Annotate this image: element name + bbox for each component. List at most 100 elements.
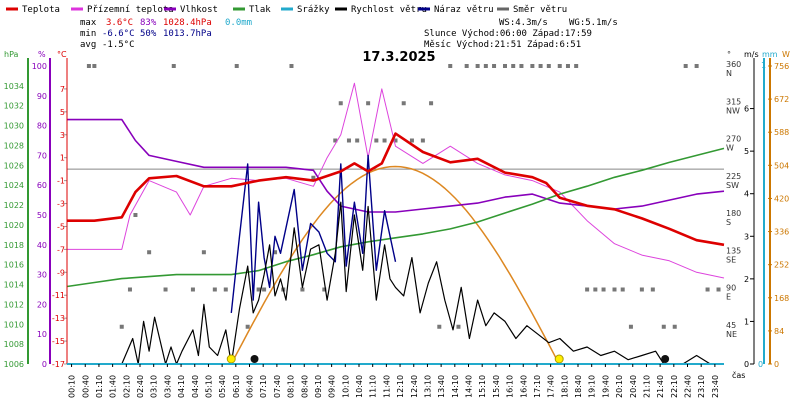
humidity-tick-label: 60 bbox=[37, 181, 47, 190]
rain-tick-label: 0 bbox=[758, 360, 763, 369]
x-tick-label: 09:10 bbox=[314, 375, 323, 398]
temp-tick-label: 7 bbox=[60, 85, 65, 94]
direction-tick-label: 360 bbox=[726, 60, 741, 69]
pressure-tick-label: 1028 bbox=[4, 141, 24, 150]
temp-tick-label: -13 bbox=[52, 314, 65, 323]
x-tick-label: 01:10 bbox=[95, 375, 104, 398]
chart-title: 17.3.2025 bbox=[362, 50, 435, 65]
pressure-tick-label: 1016 bbox=[4, 261, 24, 270]
legend-label: Srážky bbox=[297, 5, 330, 15]
wind-direction-point bbox=[672, 324, 677, 329]
pressure-line bbox=[66, 147, 725, 288]
x-tick-label: 08:40 bbox=[300, 375, 309, 398]
x-tick-label: 17:10 bbox=[533, 375, 542, 398]
wind-tick-label: 1 bbox=[744, 317, 749, 326]
wind-direction-point bbox=[382, 138, 387, 143]
x-tick-label: 10:10 bbox=[341, 375, 350, 398]
pressure-tick-label: 1022 bbox=[4, 201, 24, 210]
wind-direction-point bbox=[456, 324, 461, 329]
x-tick-label: 22:40 bbox=[684, 375, 693, 398]
wind-direction-point bbox=[475, 64, 480, 68]
x-tick-label: 03:10 bbox=[150, 375, 159, 398]
x-tick-label: 18:10 bbox=[560, 375, 569, 398]
wind-direction-point bbox=[620, 287, 625, 292]
temp-tick-label: -1 bbox=[57, 177, 65, 186]
x-tick-label: 22:10 bbox=[670, 375, 679, 398]
rain-tick-label: 1 bbox=[761, 61, 766, 70]
wind-direction-point bbox=[300, 287, 305, 292]
direction-tick-label: 45 bbox=[726, 321, 736, 330]
humidity-tick-label: 100 bbox=[32, 62, 47, 71]
wind-direction-point bbox=[694, 64, 699, 68]
x-tick-label: 16:10 bbox=[506, 375, 515, 398]
wind-direction-point bbox=[338, 101, 343, 106]
unit-solar: W bbox=[782, 50, 790, 59]
wind-direction-point bbox=[190, 287, 195, 292]
x-tick-label: 06:40 bbox=[246, 375, 255, 398]
x-tick-label: 19:40 bbox=[601, 375, 610, 398]
legend-label: Náraz větru bbox=[434, 5, 494, 15]
wind-direction-point bbox=[273, 250, 278, 255]
humidity-tick-label: 0 bbox=[42, 360, 47, 369]
stat-max-press: 1028.4hPa bbox=[163, 18, 212, 28]
solar-tick-label: 168 bbox=[774, 294, 789, 303]
stat-avg-temp: -1.5°C bbox=[102, 40, 135, 50]
wind-tick-label: 2 bbox=[744, 275, 749, 284]
x-tick-label: 23:40 bbox=[711, 375, 720, 398]
wind-direction-point bbox=[650, 287, 655, 292]
wind-direction-point bbox=[311, 175, 316, 180]
direction-compass-label: N bbox=[726, 69, 732, 78]
x-tick-label: 07:10 bbox=[259, 375, 268, 398]
x-tick-label: 21:10 bbox=[642, 375, 651, 398]
x-tick-label: 12:10 bbox=[396, 375, 405, 398]
x-tick-label: 04:10 bbox=[177, 375, 186, 398]
solar-tick-label: 420 bbox=[774, 194, 789, 203]
direction-tick-label: 270 bbox=[726, 135, 741, 144]
stat-max-label: max bbox=[80, 18, 97, 28]
temp-tick-label: -17 bbox=[52, 360, 65, 369]
wind-tick-label: 6 bbox=[744, 105, 749, 114]
wind-direction-point bbox=[86, 64, 91, 68]
x-tick-label: 15:10 bbox=[478, 375, 487, 398]
x-axis-label: čas bbox=[732, 370, 745, 380]
pressure-tick-label: 1026 bbox=[4, 161, 24, 170]
wind-direction-point bbox=[223, 287, 228, 292]
legend-label: Teplota bbox=[22, 5, 60, 15]
wind-direction-point bbox=[420, 138, 425, 143]
solar-tick-label: 504 bbox=[774, 161, 789, 170]
legend-label: Tlak bbox=[249, 5, 271, 15]
stat-max-temp: 3.6°C bbox=[106, 18, 133, 28]
pressure-tick-label: 1012 bbox=[4, 300, 24, 309]
temp-tick-label: -15 bbox=[52, 337, 65, 346]
wind-direction-point bbox=[601, 287, 606, 292]
x-tick-label: 05:40 bbox=[218, 375, 227, 398]
wind-speed-line bbox=[67, 201, 724, 365]
x-tick-label: 06:10 bbox=[232, 375, 241, 398]
x-tick-label: 21:40 bbox=[656, 375, 665, 398]
direction-tick-label: 135 bbox=[726, 246, 741, 255]
wind-direction-point bbox=[201, 250, 206, 255]
x-tick-label: 14:40 bbox=[465, 375, 474, 398]
x-tick-label: 04:40 bbox=[191, 375, 200, 398]
sunrise-marker bbox=[226, 354, 236, 364]
solar-tick-label: 672 bbox=[774, 95, 789, 104]
legend-label: Vlhkost bbox=[180, 5, 218, 15]
x-tick-label: 19:10 bbox=[588, 375, 597, 398]
x-tick-label: 13:10 bbox=[423, 375, 432, 398]
x-tick-label: 11:40 bbox=[382, 375, 391, 398]
sunset-marker bbox=[554, 354, 564, 364]
solar-tick-label: 756 bbox=[774, 62, 789, 71]
wind-direction-point bbox=[492, 64, 497, 68]
x-tick-label: 20:10 bbox=[615, 375, 624, 398]
solar-tick-label: 588 bbox=[774, 128, 789, 137]
wind-direction-point bbox=[393, 138, 398, 143]
unit-rain: mm bbox=[762, 50, 778, 59]
humidity-tick-label: 70 bbox=[37, 151, 47, 160]
wind-direction-point bbox=[262, 287, 267, 292]
wind-direction-point bbox=[374, 138, 379, 143]
wind-direction-point bbox=[119, 324, 124, 329]
solar-curve bbox=[230, 165, 560, 365]
direction-tick-label: 180 bbox=[726, 209, 741, 218]
x-tick-label: 12:40 bbox=[410, 375, 419, 398]
x-tick-label: 23:10 bbox=[697, 375, 706, 398]
